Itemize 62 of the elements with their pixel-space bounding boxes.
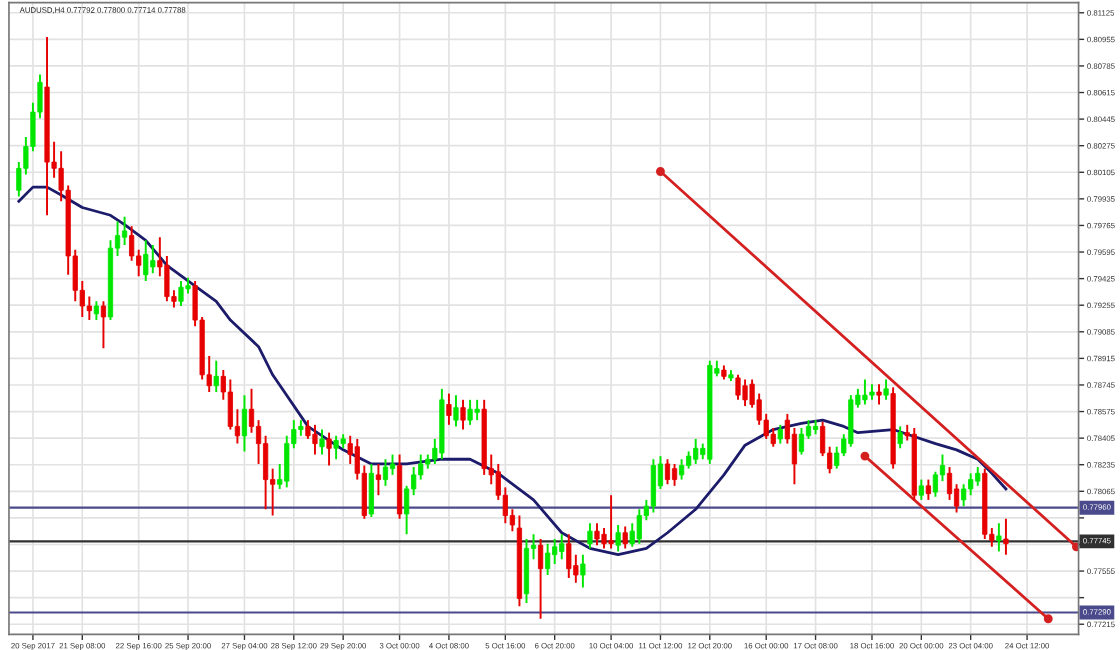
candlestick xyxy=(862,378,868,406)
candlestick xyxy=(608,494,614,550)
candlestick xyxy=(382,458,389,487)
candlestick xyxy=(876,383,882,406)
point xyxy=(1043,614,1053,624)
candlestick xyxy=(333,434,339,461)
candlestick xyxy=(932,470,939,498)
candlestick xyxy=(615,523,621,553)
candlestick xyxy=(897,425,903,450)
candlestick xyxy=(996,522,1002,553)
candlestick xyxy=(319,428,325,456)
candlestick xyxy=(580,553,586,589)
candlestick xyxy=(545,542,551,576)
candlestick xyxy=(798,427,805,456)
candlestick xyxy=(86,295,92,322)
candlestick xyxy=(975,466,981,487)
candlestick xyxy=(368,462,374,519)
candlestick xyxy=(679,458,685,481)
candlestick xyxy=(375,462,382,497)
candlestick xyxy=(566,533,572,580)
candlestick xyxy=(693,437,699,465)
candlestick xyxy=(150,244,156,275)
point xyxy=(860,451,870,461)
candlestick xyxy=(467,398,473,426)
candlestick xyxy=(791,427,798,486)
candlestick xyxy=(650,458,657,514)
candlestick xyxy=(777,423,783,445)
candlestick xyxy=(961,483,967,508)
candlestick xyxy=(389,453,396,476)
candlestick xyxy=(883,378,889,401)
candlestick xyxy=(742,378,748,408)
candlestick xyxy=(636,508,642,545)
candlestick xyxy=(446,392,452,426)
candlestick xyxy=(664,458,671,486)
candlestick xyxy=(925,478,931,501)
candlestick xyxy=(129,225,135,262)
candlestick xyxy=(848,394,854,448)
candlestick xyxy=(178,280,184,307)
candlestick xyxy=(213,359,219,393)
candlestick xyxy=(453,394,459,428)
candlestick xyxy=(474,398,480,422)
candlestick xyxy=(460,398,466,431)
candlestick xyxy=(523,538,530,605)
candlestick xyxy=(735,373,741,401)
candlestick xyxy=(671,462,678,487)
candlestick xyxy=(1003,517,1009,556)
line-series xyxy=(17,185,1008,557)
candlestick xyxy=(622,525,628,550)
candlestick xyxy=(143,239,149,282)
candlestick xyxy=(587,522,593,550)
candlestick xyxy=(93,300,99,322)
candlestick xyxy=(326,431,332,467)
candlestick xyxy=(594,522,600,547)
point xyxy=(656,167,665,176)
candlestick xyxy=(312,423,318,456)
candlestick xyxy=(100,300,107,350)
point xyxy=(1072,542,1079,552)
candlestick xyxy=(918,478,924,501)
candlestick xyxy=(559,533,565,561)
candlestick xyxy=(241,394,248,453)
candlestick xyxy=(946,466,953,501)
candlestick xyxy=(537,538,544,620)
